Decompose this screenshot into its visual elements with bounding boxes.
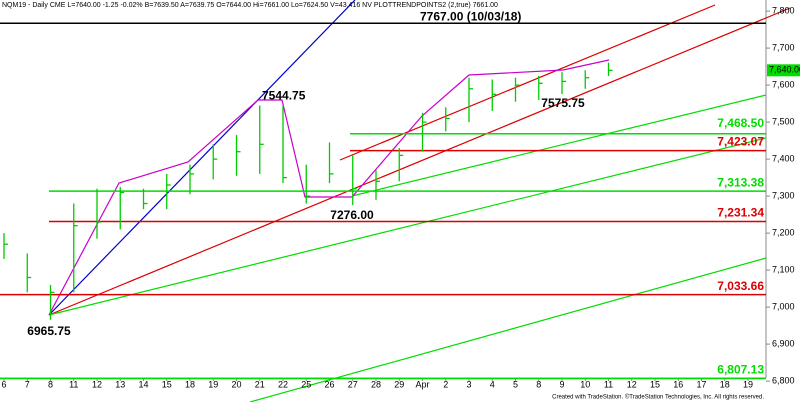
level-label: 7,468.50 <box>717 116 764 130</box>
x-tick-label: 2 <box>443 379 448 389</box>
x-tick-label: 14 <box>138 379 148 389</box>
x-tick-label: 8 <box>48 379 53 389</box>
x-tick-label: 15 <box>650 379 660 389</box>
x-tick-label: 8 <box>536 379 541 389</box>
x-tick-label: 11 <box>69 379 78 389</box>
x-tick-label: 18 <box>720 379 730 389</box>
x-tick-label: 17 <box>696 379 706 389</box>
x-tick-label: 11 <box>604 379 613 389</box>
x-tick-label: 22 <box>278 379 288 389</box>
x-tick-label: 25 <box>301 379 311 389</box>
x-tick-label: Apr <box>415 379 429 389</box>
x-tick-label: 6 <box>1 379 6 389</box>
x-tick-label: 15 <box>162 379 172 389</box>
y-tick-label: 6,800 <box>772 375 795 385</box>
y-tick-label: 6,900 <box>772 338 795 348</box>
y-tick-label: 7,400 <box>772 153 795 163</box>
last-price-box <box>767 64 800 77</box>
x-tick-label: 19 <box>743 379 753 389</box>
y-tick-label: 7,600 <box>772 79 795 89</box>
pivot-label: 7575.75 <box>541 96 585 110</box>
x-tick-label: 12 <box>627 379 637 389</box>
y-tick-label: 7,000 <box>772 301 795 311</box>
x-tick-label: 3 <box>466 379 471 389</box>
x-tick-label: 13 <box>115 379 125 389</box>
x-tick-label: 12 <box>92 379 102 389</box>
x-tick-label: 19 <box>208 379 218 389</box>
level-label: 7,313.38 <box>717 175 764 189</box>
pivot-label: 7544.75 <box>262 89 306 103</box>
level-label: 7767.00 (10/03/18) <box>420 9 521 23</box>
x-tick-label: 20 <box>231 379 241 389</box>
x-tick-label: 21 <box>255 379 265 389</box>
level-label: 7,033.66 <box>717 279 764 293</box>
x-tick-label: 29 <box>394 379 404 389</box>
trend-line <box>48 0 356 316</box>
last-price-label: 7,640.00 <box>769 65 800 75</box>
x-tick-label: 4 <box>490 379 495 389</box>
x-tick-label: 18 <box>185 379 195 389</box>
swing-line <box>48 59 610 316</box>
trend-line <box>48 7 791 316</box>
pivot-label: 7276.00 <box>330 208 374 222</box>
x-tick-label: 10 <box>580 379 590 389</box>
x-tick-label: 28 <box>371 379 381 389</box>
trend-line <box>48 137 767 316</box>
header: NQM19 - Daily CME L=7640.00 -1.25 -0.02%… <box>2 2 498 9</box>
y-tick-label: 7,500 <box>772 116 795 126</box>
x-tick-label: 9 <box>559 379 564 389</box>
y-tick-label: 7,300 <box>772 190 795 200</box>
trend-line <box>351 94 767 197</box>
footer: Created with TradeStation. ©TradeStation… <box>552 394 764 401</box>
pivot-label: 6965.75 <box>27 324 71 338</box>
x-tick-label: 16 <box>673 379 683 389</box>
x-tick-label: 5 <box>513 379 518 389</box>
level-label: 7,423.07 <box>717 135 764 149</box>
y-tick-label: 7,100 <box>772 264 795 274</box>
level-label: 7,231.34 <box>717 206 764 220</box>
x-tick-label: 7 <box>25 379 30 389</box>
y-tick-label: 7,200 <box>772 227 795 237</box>
x-tick-label: 26 <box>324 379 334 389</box>
y-tick-label: 7,700 <box>772 42 795 52</box>
y-tick-label: 7,800 <box>772 5 795 15</box>
level-label: 6,807.13 <box>717 363 764 377</box>
x-tick-label: 27 <box>348 379 358 389</box>
